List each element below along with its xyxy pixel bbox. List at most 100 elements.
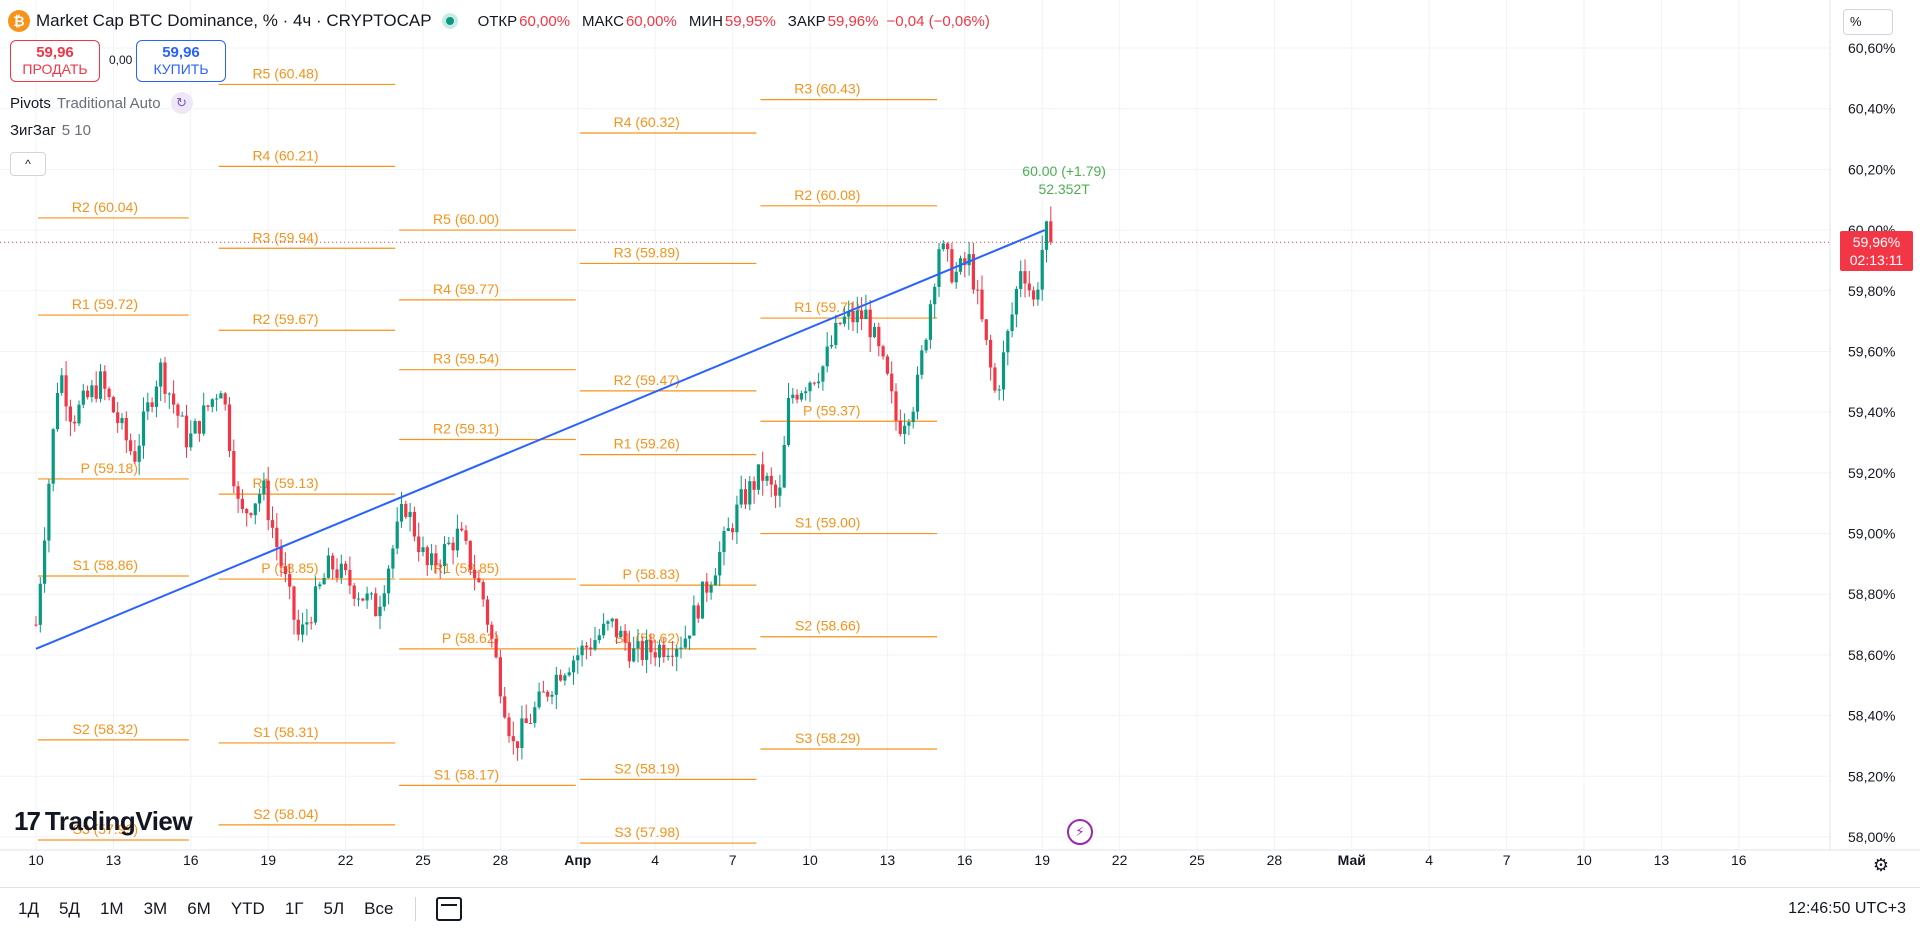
candle-body[interactable] (477, 578, 481, 583)
range-3m-button[interactable]: 3М (143, 899, 168, 918)
candle-body[interactable] (236, 486, 240, 499)
candle-body[interactable] (146, 402, 150, 412)
candle-body[interactable] (666, 655, 670, 658)
candle-body[interactable] (842, 316, 846, 324)
candle-body[interactable] (1014, 288, 1018, 315)
candle-body[interactable] (219, 393, 223, 399)
candle-body[interactable] (580, 645, 584, 656)
candle-body[interactable] (799, 393, 803, 400)
candle-body[interactable] (124, 418, 128, 441)
candle-body[interactable] (1049, 221, 1053, 243)
candle-body[interactable] (430, 553, 434, 566)
candle-body[interactable] (150, 402, 154, 407)
candle-body[interactable] (438, 565, 442, 567)
range-5d-button[interactable]: 5Д (58, 899, 80, 918)
candle-body[interactable] (516, 741, 520, 749)
candle-body[interactable] (498, 657, 502, 697)
candle-body[interactable] (258, 494, 262, 504)
candle-body[interactable] (868, 309, 872, 338)
candle-body[interactable] (795, 394, 799, 400)
candle-body[interactable] (279, 546, 283, 567)
candle-body[interactable] (378, 606, 382, 617)
candle-body[interactable] (322, 577, 326, 585)
candle-body[interactable] (550, 694, 554, 697)
candle-body[interactable] (34, 624, 38, 626)
candle-body[interactable] (541, 691, 545, 693)
candle-body[interactable] (786, 397, 791, 445)
candle-body[interactable] (292, 586, 296, 620)
candle-body[interactable] (769, 475, 773, 485)
candle-body[interactable] (245, 509, 249, 514)
candle-body[interactable] (412, 511, 416, 537)
candle-body[interactable] (339, 563, 343, 578)
candle-body[interactable] (348, 570, 352, 586)
candle-body[interactable] (756, 464, 760, 490)
candle-body[interactable] (778, 487, 782, 496)
candle-body[interactable] (997, 389, 1001, 391)
candle-body[interactable] (563, 675, 567, 681)
candle-body[interactable] (937, 249, 941, 287)
candle-body[interactable] (967, 254, 971, 266)
candle-body[interactable] (718, 552, 722, 576)
candle-body[interactable] (206, 405, 210, 407)
candle-body[interactable] (180, 415, 184, 417)
buy-button[interactable]: 59,96 КУПИТЬ (136, 40, 226, 82)
candle-body[interactable] (451, 542, 455, 551)
candle-body[interactable] (602, 623, 606, 636)
candle-body[interactable] (834, 322, 838, 345)
candle-body[interactable] (881, 346, 885, 357)
candle-body[interactable] (107, 388, 111, 398)
candle-body[interactable] (752, 481, 756, 490)
candle-body[interactable] (954, 271, 958, 283)
candle-body[interactable] (670, 655, 674, 657)
candle-body[interactable] (94, 385, 98, 399)
candle-body[interactable] (223, 393, 227, 405)
candle-body[interactable] (898, 420, 902, 435)
candle-body[interactable] (318, 584, 322, 587)
candle-body[interactable] (829, 344, 834, 347)
candle-body[interactable] (167, 393, 171, 395)
candle-body[interactable] (993, 367, 997, 391)
candle-body[interactable] (924, 339, 928, 351)
candle-body[interactable] (1006, 331, 1010, 353)
range-6m-button[interactable]: 6М (187, 899, 211, 918)
candle-body[interactable] (434, 553, 438, 566)
range-1m-button[interactable]: 1М (99, 899, 124, 918)
candle-body[interactable] (748, 481, 752, 505)
candle-body[interactable] (649, 640, 653, 653)
candle-body[interactable] (657, 644, 662, 658)
candle-body[interactable] (804, 391, 808, 394)
candle-body[interactable] (1044, 221, 1049, 250)
candle-body[interactable] (1036, 289, 1040, 300)
candle-body[interactable] (1023, 271, 1027, 284)
candle-body[interactable] (593, 640, 597, 650)
candle-body[interactable] (301, 624, 305, 635)
candle-body[interactable] (51, 429, 55, 484)
candle-body[interactable] (511, 736, 515, 742)
candle-body[interactable] (984, 319, 988, 340)
candle-body[interactable] (60, 375, 64, 393)
candle-body[interactable] (133, 451, 137, 462)
candle-body[interactable] (825, 346, 829, 367)
candle-body[interactable] (460, 528, 464, 531)
candle-body[interactable] (305, 622, 309, 625)
candle-body[interactable] (520, 718, 524, 749)
candle-body[interactable] (249, 513, 253, 516)
candle-body[interactable] (490, 624, 494, 639)
candle-body[interactable] (675, 648, 679, 657)
candle-body[interactable] (64, 375, 68, 407)
candle-body[interactable] (528, 722, 533, 724)
candle-body[interactable] (313, 586, 318, 623)
candle-body[interactable] (554, 674, 558, 695)
bitcoin-icon[interactable]: ₿ (8, 10, 30, 32)
candle-body[interactable] (421, 547, 425, 553)
candle-body[interactable] (81, 390, 85, 405)
candle-body[interactable] (765, 475, 769, 481)
symbol-title[interactable]: Market Cap BTC Dominance, % · 4ч · CRYPT… (36, 11, 432, 30)
candle-body[interactable] (266, 480, 270, 521)
candle-body[interactable] (210, 399, 214, 407)
candle-body[interactable] (692, 605, 696, 636)
candle-body[interactable] (645, 640, 649, 660)
candle-body[interactable] (653, 652, 657, 658)
